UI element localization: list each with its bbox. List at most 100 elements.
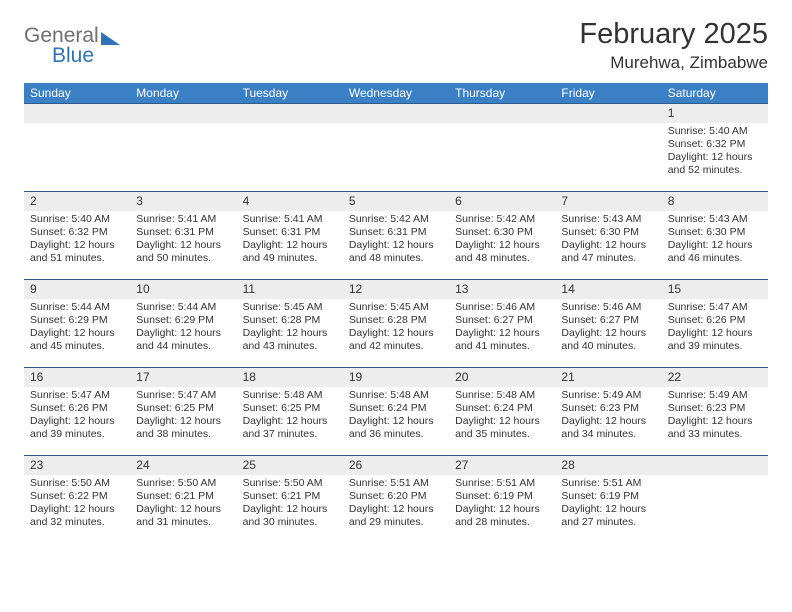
- day-number: 11: [237, 280, 343, 299]
- day-content: Sunrise: 5:47 AMSunset: 6:26 PMDaylight:…: [662, 299, 768, 358]
- day-number: 9: [24, 280, 130, 299]
- day-number: 7: [555, 192, 661, 211]
- day-line: Sunset: 6:19 PM: [561, 490, 655, 503]
- day-number: 13: [449, 280, 555, 299]
- calendar-cell: 17Sunrise: 5:47 AMSunset: 6:25 PMDayligh…: [130, 368, 236, 456]
- calendar-table: SundayMondayTuesdayWednesdayThursdayFrid…: [24, 83, 768, 544]
- day-line: Sunset: 6:25 PM: [243, 402, 337, 415]
- day-content: Sunrise: 5:50 AMSunset: 6:21 PMDaylight:…: [237, 475, 343, 534]
- day-line: Sunrise: 5:45 AM: [349, 301, 443, 314]
- day-line: Sunset: 6:24 PM: [455, 402, 549, 415]
- day-line: Sunrise: 5:47 AM: [136, 389, 230, 402]
- day-line: Sunset: 6:21 PM: [243, 490, 337, 503]
- calendar-row: 1Sunrise: 5:40 AMSunset: 6:32 PMDaylight…: [24, 104, 768, 192]
- day-content: Sunrise: 5:46 AMSunset: 6:27 PMDaylight:…: [555, 299, 661, 358]
- day-content: [237, 123, 343, 129]
- day-line: Sunset: 6:25 PM: [136, 402, 230, 415]
- day-line: Sunrise: 5:51 AM: [349, 477, 443, 490]
- day-line: Sunset: 6:24 PM: [349, 402, 443, 415]
- calendar-cell: 2Sunrise: 5:40 AMSunset: 6:32 PMDaylight…: [24, 192, 130, 280]
- logo: GeneralBlue: [24, 24, 120, 68]
- calendar-cell: 4Sunrise: 5:41 AMSunset: 6:31 PMDaylight…: [237, 192, 343, 280]
- calendar-cell: 24 Sunrise: 5:50 AMSunset: 6:21 PMDayligh…: [130, 456, 236, 544]
- day-line: Sunset: 6:30 PM: [455, 226, 549, 239]
- day-line: Sunset: 6:23 PM: [668, 402, 762, 415]
- day-line: Sunset: 6:31 PM: [136, 226, 230, 239]
- day-line: Sunrise: 5:50 AM: [30, 477, 124, 490]
- day-line: Sunset: 6:29 PM: [136, 314, 230, 327]
- day-line: Daylight: 12 hours and 46 minutes.: [668, 239, 762, 265]
- day-line: Daylight: 12 hours and 42 minutes.: [349, 327, 443, 353]
- calendar-cell: 18Sunrise: 5:48 AMSunset: 6:25 PMDayligh…: [237, 368, 343, 456]
- day-content: Sunrise: 5:51 AMSunset: 6:19 PMDaylight:…: [555, 475, 661, 534]
- day-line: Sunset: 6:26 PM: [30, 402, 124, 415]
- day-header: Thursday: [449, 83, 555, 104]
- day-number: [130, 104, 236, 123]
- day-content: Sunrise: 5:41 AMSunset: 6:31 PMDaylight:…: [237, 211, 343, 270]
- day-line: Sunrise: 5:50 AM: [136, 477, 230, 490]
- day-line: Sunset: 6:19 PM: [455, 490, 549, 503]
- calendar-cell: 22Sunrise: 5:49 AMSunset: 6:23 PMDayligh…: [662, 368, 768, 456]
- day-line: Daylight: 12 hours and 48 minutes.: [349, 239, 443, 265]
- day-content: Sunrise: 5:48 AMSunset: 6:24 PMDaylight:…: [449, 387, 555, 446]
- day-number: 17: [130, 368, 236, 387]
- calendar-cell: 7Sunrise: 5:43 AMSunset: 6:30 PMDaylight…: [555, 192, 661, 280]
- day-line: Sunrise: 5:46 AM: [455, 301, 549, 314]
- day-line: Daylight: 12 hours and 27 minutes.: [561, 503, 655, 529]
- day-line: Sunset: 6:22 PM: [30, 490, 124, 503]
- day-line: Sunrise: 5:47 AM: [30, 389, 124, 402]
- calendar-cell: 10Sunrise: 5:44 AMSunset: 6:29 PMDayligh…: [130, 280, 236, 368]
- day-line: Daylight: 12 hours and 45 minutes.: [30, 327, 124, 353]
- day-header: Monday: [130, 83, 236, 104]
- day-line: Sunrise: 5:40 AM: [30, 213, 124, 226]
- day-line: Sunrise: 5:51 AM: [561, 477, 655, 490]
- calendar-cell: 27Sunrise: 5:51 AMSunset: 6:19 PMDayligh…: [449, 456, 555, 544]
- calendar-cell: 28Sunrise: 5:51 AMSunset: 6:19 PMDayligh…: [555, 456, 661, 544]
- day-line: Sunrise: 5:48 AM: [243, 389, 337, 402]
- day-number: 3: [130, 192, 236, 211]
- day-content: Sunrise: 5:44 AMSunset: 6:29 PMDaylight:…: [130, 299, 236, 358]
- day-line: Daylight: 12 hours and 39 minutes.: [668, 327, 762, 353]
- day-line: Sunset: 6:31 PM: [349, 226, 443, 239]
- calendar-cell: 19Sunrise: 5:48 AMSunset: 6:24 PMDayligh…: [343, 368, 449, 456]
- calendar-row: 2Sunrise: 5:40 AMSunset: 6:32 PMDaylight…: [24, 192, 768, 280]
- day-line: Sunset: 6:21 PM: [136, 490, 230, 503]
- day-number: 25: [237, 456, 343, 475]
- day-line: Sunrise: 5:43 AM: [668, 213, 762, 226]
- day-line: Daylight: 12 hours and 51 minutes.: [30, 239, 124, 265]
- day-number: 27: [449, 456, 555, 475]
- day-number: 24: [130, 456, 236, 475]
- day-line: Daylight: 12 hours and 29 minutes.: [349, 503, 443, 529]
- day-number: [343, 104, 449, 123]
- location-label: Murehwa, Zimbabwe: [579, 53, 768, 73]
- day-number: 23: [24, 456, 130, 475]
- day-content: Sunrise: 5:48 AMSunset: 6:24 PMDaylight:…: [343, 387, 449, 446]
- day-line: Daylight: 12 hours and 31 minutes.: [136, 503, 230, 529]
- day-line: Daylight: 12 hours and 35 minutes.: [455, 415, 549, 441]
- day-line: Sunrise: 5:49 AM: [668, 389, 762, 402]
- day-line: Daylight: 12 hours and 32 minutes.: [30, 503, 124, 529]
- day-content: [449, 123, 555, 129]
- day-number: [24, 104, 130, 123]
- day-content: Sunrise: 5:42 AMSunset: 6:30 PMDaylight:…: [449, 211, 555, 270]
- calendar-cell-empty: [555, 104, 661, 192]
- day-number: [449, 104, 555, 123]
- calendar-cell: 14Sunrise: 5:46 AMSunset: 6:27 PMDayligh…: [555, 280, 661, 368]
- day-content: [343, 123, 449, 129]
- day-line: Daylight: 12 hours and 34 minutes.: [561, 415, 655, 441]
- day-header: Sunday: [24, 83, 130, 104]
- day-content: Sunrise: 5:47 AMSunset: 6:26 PMDaylight:…: [24, 387, 130, 446]
- month-title: February 2025: [579, 18, 768, 51]
- day-content: Sunrise: 5:48 AMSunset: 6:25 PMDaylight:…: [237, 387, 343, 446]
- calendar-cell: 21Sunrise: 5:49 AMSunset: 6:23 PMDayligh…: [555, 368, 661, 456]
- calendar-cell-empty: [343, 104, 449, 192]
- day-line: Sunrise: 5:44 AM: [30, 301, 124, 314]
- day-line: Sunrise: 5:49 AM: [561, 389, 655, 402]
- calendar-cell: 8Sunrise: 5:43 AMSunset: 6:30 PMDaylight…: [662, 192, 768, 280]
- day-content: Sunrise: 5:43 AMSunset: 6:30 PMDaylight:…: [555, 211, 661, 270]
- day-line: Sunrise: 5:48 AM: [349, 389, 443, 402]
- day-header: Friday: [555, 83, 661, 104]
- calendar-cell: 3Sunrise: 5:41 AMSunset: 6:31 PMDaylight…: [130, 192, 236, 280]
- day-header: Wednesday: [343, 83, 449, 104]
- day-line: Daylight: 12 hours and 49 minutes.: [243, 239, 337, 265]
